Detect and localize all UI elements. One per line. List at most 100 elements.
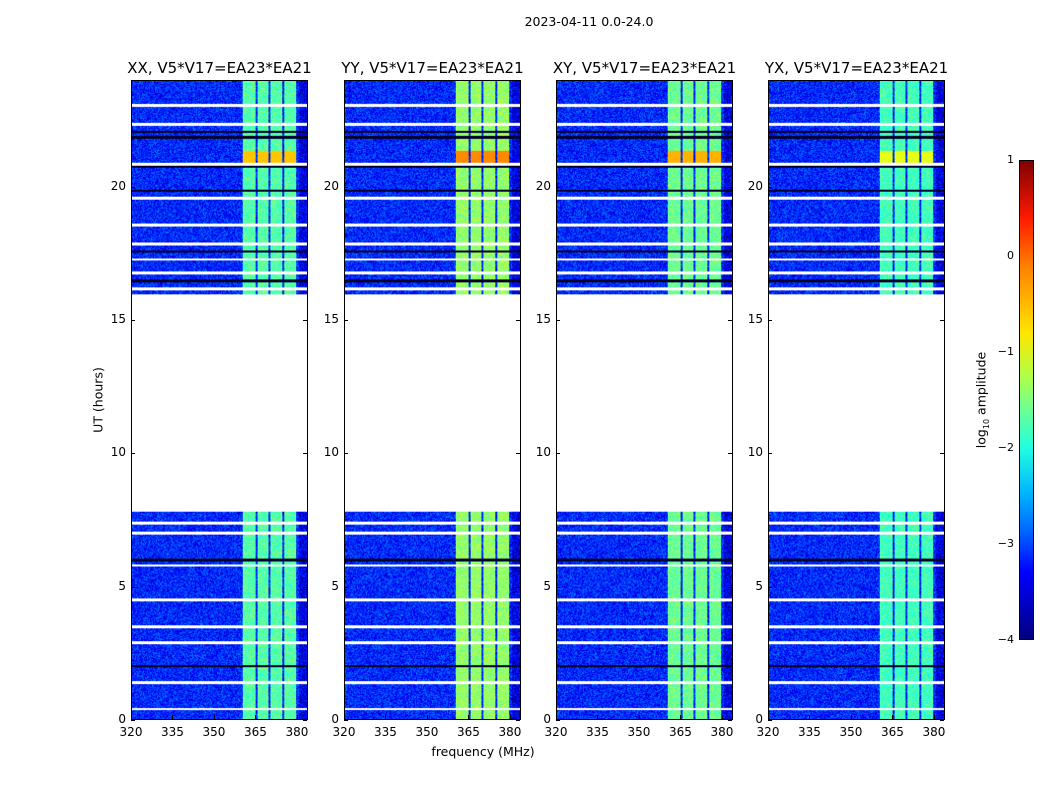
y-tick-label: 0	[118, 712, 126, 726]
y-tick-mark	[768, 186, 772, 188]
x-tick-mark	[850, 715, 852, 719]
heatmap-panel	[556, 80, 733, 720]
y-tick-mark	[556, 720, 560, 721]
x-tick-mark	[213, 715, 215, 719]
panel-title: XY, V5*V17=EA23*EA21	[552, 59, 737, 77]
y-tick-mark	[940, 453, 944, 455]
x-tick-mark	[809, 715, 811, 719]
y-tick-mark	[768, 320, 772, 321]
x-tick-mark	[768, 715, 769, 719]
x-tick-mark	[638, 715, 640, 719]
x-tick-label: 335	[374, 725, 397, 739]
x-tick-mark	[468, 715, 470, 719]
y-tick-mark	[344, 186, 348, 188]
y-tick-mark	[516, 586, 520, 588]
y-tick-label: 5	[543, 578, 551, 593]
y-tick-mark	[516, 186, 520, 188]
x-tick-label: 365	[244, 725, 267, 739]
x-tick-label: 365	[669, 725, 692, 739]
x-tick-mark	[385, 715, 387, 719]
y-tick-mark	[728, 453, 732, 455]
y-tick-label: 20	[323, 178, 339, 193]
x-tick-mark	[344, 715, 345, 719]
y-tick-mark	[728, 586, 732, 588]
y-tick-mark	[344, 586, 348, 588]
heatmap-image	[345, 81, 520, 719]
x-tick-mark	[296, 715, 298, 719]
x-tick-label: 350	[839, 725, 863, 739]
x-tick-label: 380	[498, 725, 522, 739]
y-tick-mark	[556, 320, 560, 321]
y-tick-mark	[556, 453, 560, 455]
y-tick-mark	[940, 586, 944, 588]
y-tick-mark	[728, 186, 732, 188]
y-tick-label: 0	[755, 712, 763, 726]
x-tick-label: 380	[922, 725, 946, 739]
x-tick-mark	[892, 715, 894, 719]
y-tick-mark	[516, 453, 520, 455]
y-tick-mark	[556, 186, 560, 188]
x-tick-label: 350	[627, 725, 651, 739]
colorbar-tick-label: 0	[1007, 249, 1014, 262]
y-tick-mark	[768, 586, 772, 588]
heatmap-image	[557, 81, 732, 719]
y-tick-mark	[303, 586, 307, 588]
y-tick-mark	[131, 720, 135, 721]
x-tick-label: 335	[161, 725, 184, 739]
y-tick-label: 5	[331, 578, 339, 593]
y-tick-label: 10	[110, 445, 126, 460]
y-tick-mark	[303, 720, 307, 721]
heatmap-panel	[768, 80, 945, 720]
y-tick-mark	[556, 586, 560, 588]
y-tick-mark	[344, 453, 348, 455]
y-tick-label: 5	[755, 578, 763, 593]
y-axis-label: UT (hours)	[90, 367, 106, 433]
y-tick-mark	[131, 586, 135, 588]
y-tick-label: 15	[535, 312, 551, 326]
y-tick-mark	[940, 320, 944, 321]
heatmap-panel	[131, 80, 308, 720]
y-tick-label: 10	[747, 445, 763, 460]
colorbar-tick-label: −2	[997, 441, 1014, 454]
y-tick-mark	[131, 186, 135, 188]
colorbar-tick-label: 1	[1007, 153, 1014, 166]
x-tick-mark	[680, 715, 682, 719]
y-tick-mark	[303, 186, 307, 188]
y-tick-mark	[131, 320, 135, 321]
x-tick-label: 335	[586, 725, 609, 739]
y-tick-mark	[728, 720, 732, 721]
heatmap-image	[769, 81, 944, 719]
x-tick-label: 320	[119, 725, 143, 739]
colorbar-tick-label: −4	[997, 633, 1014, 646]
y-tick-mark	[940, 720, 944, 721]
y-tick-mark	[131, 453, 135, 455]
y-tick-mark	[344, 320, 348, 321]
x-tick-label: 320	[544, 725, 568, 739]
x-tick-label: 365	[457, 725, 480, 739]
y-tick-label: 10	[535, 445, 551, 460]
x-tick-mark	[721, 715, 723, 719]
x-tick-mark	[255, 715, 257, 719]
y-tick-label: 0	[543, 712, 551, 726]
y-tick-mark	[768, 720, 772, 721]
x-tick-mark	[172, 715, 174, 719]
x-tick-mark	[509, 715, 511, 719]
x-tick-label: 380	[285, 725, 309, 739]
y-tick-mark	[768, 453, 772, 455]
panel-title: YX, V5*V17=EA23*EA21	[764, 59, 949, 77]
x-tick-mark	[933, 715, 935, 719]
y-tick-label: 5	[118, 578, 126, 593]
y-tick-label: 10	[323, 445, 339, 460]
colorbar	[1019, 160, 1034, 640]
heatmap-panel	[344, 80, 521, 720]
y-tick-mark	[940, 186, 944, 188]
y-tick-mark	[516, 720, 520, 721]
colorbar-tick-label: −1	[997, 345, 1014, 358]
y-tick-mark	[516, 320, 520, 321]
x-tick-label: 320	[332, 725, 356, 739]
y-tick-label: 20	[110, 178, 126, 193]
x-tick-mark	[556, 715, 557, 719]
y-tick-label: 20	[747, 178, 763, 193]
y-tick-label: 15	[747, 312, 763, 326]
panel-title: XX, V5*V17=EA23*EA21	[127, 59, 312, 77]
